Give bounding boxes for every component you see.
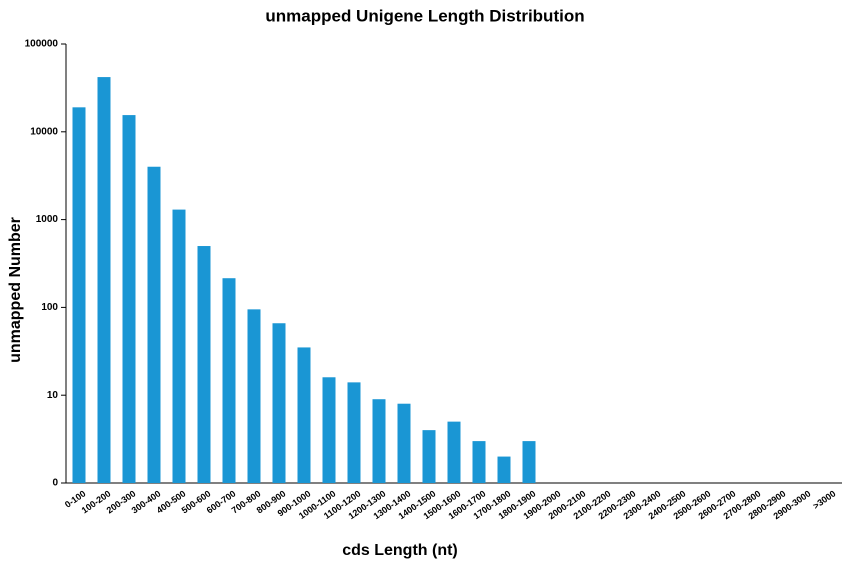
y-tick-label: 10 xyxy=(47,390,59,401)
bar xyxy=(147,166,161,483)
bar xyxy=(322,377,336,483)
bar xyxy=(272,323,286,483)
bar xyxy=(472,441,486,483)
bar xyxy=(97,77,111,484)
y-tick-label: 100 xyxy=(41,302,58,313)
chart-title: unmapped Unigene Length Distribution xyxy=(265,6,584,25)
bar xyxy=(297,347,311,483)
bar xyxy=(447,421,461,483)
x-axis-label: cds Length (nt) xyxy=(342,542,458,559)
bar xyxy=(72,107,86,483)
bar xyxy=(172,209,186,484)
y-tick-label: 1000 xyxy=(36,214,59,225)
bar xyxy=(497,456,511,483)
bar xyxy=(522,441,536,483)
x-tick-label: >3000 xyxy=(811,488,837,511)
bar xyxy=(197,246,211,483)
bar xyxy=(422,430,436,483)
y-tick-label: 10000 xyxy=(30,126,58,137)
bar xyxy=(222,278,236,483)
y-axis-label: unmapped Number xyxy=(7,217,24,363)
bar xyxy=(122,115,136,484)
bar xyxy=(397,403,411,483)
bar xyxy=(347,382,361,483)
bar xyxy=(247,309,261,483)
bar xyxy=(372,399,386,483)
y-tick-label: 0 xyxy=(52,478,58,489)
y-tick-label: 100000 xyxy=(25,39,59,50)
